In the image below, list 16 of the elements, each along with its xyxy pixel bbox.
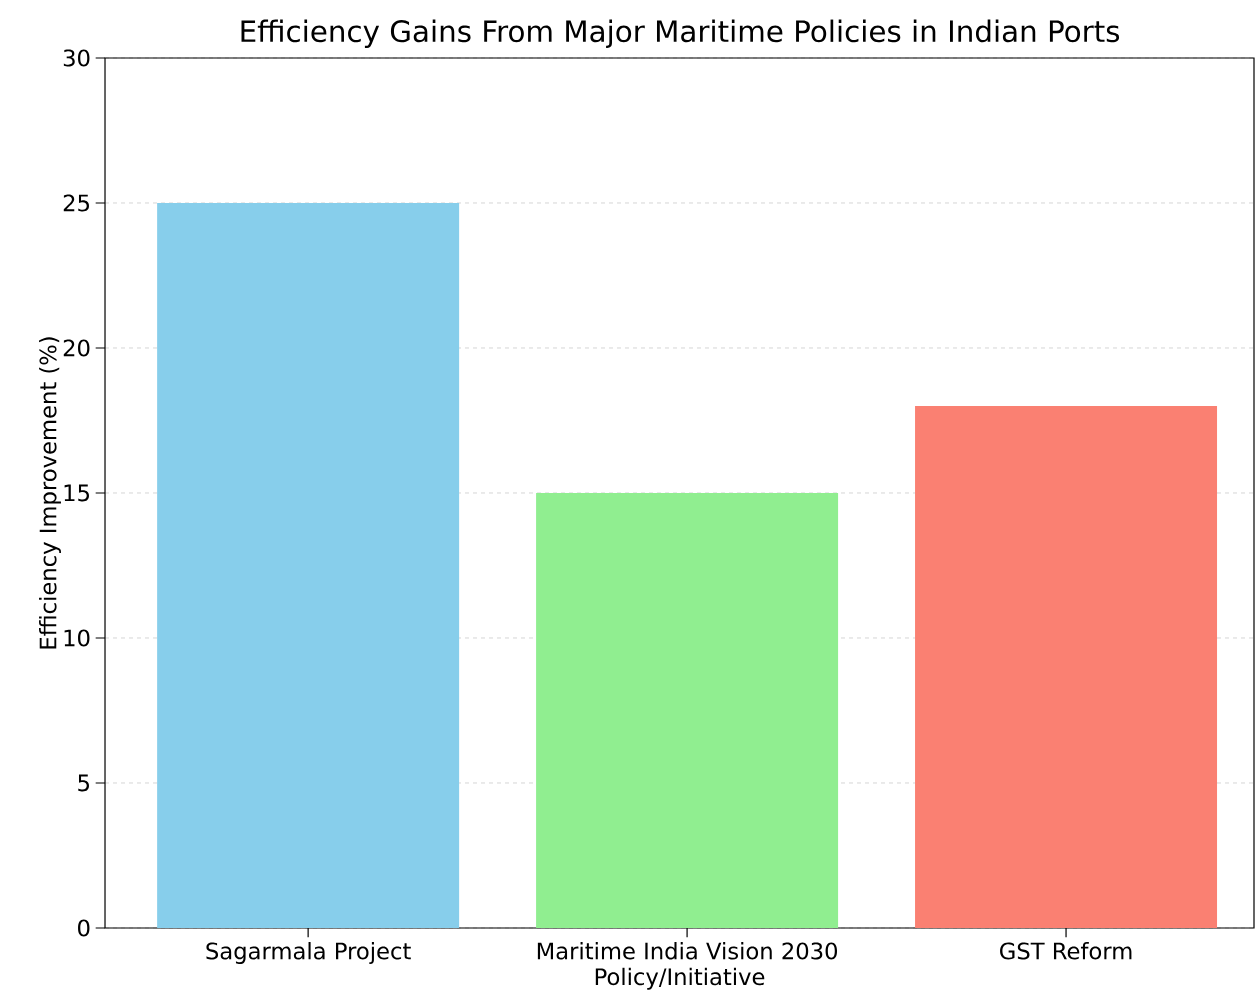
x-tick-label: Maritime India Vision 2030	[537, 942, 838, 960]
bar	[157, 202, 460, 928]
y-axis-title: Efficiency Improvement (%)	[39, 337, 61, 649]
chart-title: Efficiency Gains From Major Maritime Policies in Indian Ports	[241, 19, 1120, 48]
y-tick-label: 10	[64, 629, 90, 647]
y-tick-label: 5	[78, 774, 89, 792]
x-axis-title: Policy/Initiative	[595, 967, 765, 990]
y-tick-label: 0	[78, 919, 90, 937]
x-tick-label: GST Reform	[1000, 942, 1132, 960]
y-tick-label: 20	[63, 339, 90, 357]
y-tick-label: 30	[63, 49, 90, 67]
y-tick-label: 15	[64, 484, 89, 502]
y-tick-label: 25	[63, 194, 89, 212]
bar	[915, 405, 1218, 928]
bar	[536, 492, 839, 928]
x-tick-label: Sagarmala Project	[206, 942, 411, 964]
